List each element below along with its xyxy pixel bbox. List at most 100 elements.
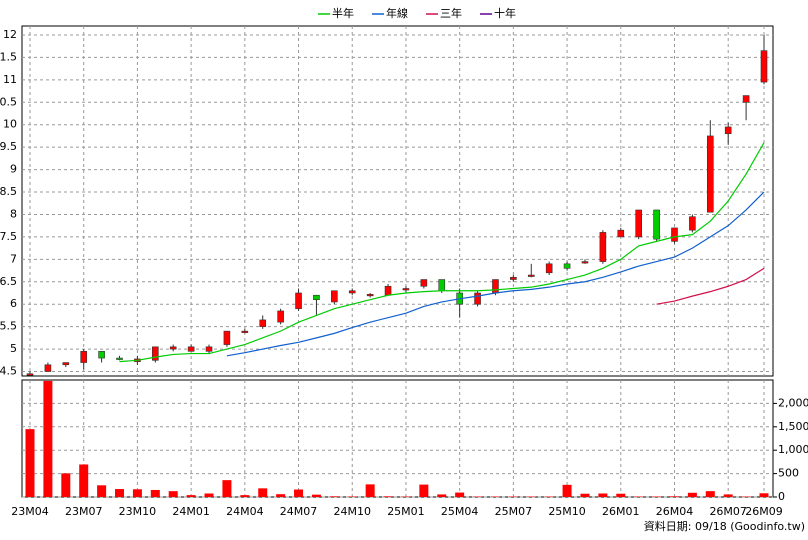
candle-body [492, 279, 499, 294]
ma-line [656, 267, 765, 305]
volume-bar [168, 491, 178, 497]
volume-bar [115, 489, 125, 497]
volume-bar [669, 496, 679, 497]
volume-bar [580, 493, 590, 497]
ma-line [119, 142, 765, 363]
candle-body [62, 362, 70, 366]
candle-body [295, 292, 302, 309]
volume-bar [455, 492, 465, 497]
x-tick-label: 26M09 [745, 505, 783, 518]
candle-body [313, 294, 320, 301]
volume-bar [759, 493, 769, 497]
candle-body [671, 227, 678, 242]
volume-bar [132, 489, 142, 497]
y-tick-label: 10.5 [0, 95, 17, 108]
candle-body [187, 346, 195, 352]
candle-body [205, 346, 213, 352]
x-tick-label: 24M01 [172, 505, 210, 518]
volume-bar [258, 488, 268, 497]
candle-body [617, 229, 625, 238]
candle-body [259, 319, 267, 327]
candle-body [277, 310, 284, 323]
volume-bar [61, 473, 71, 497]
candle-body [223, 330, 231, 345]
volume-panel [21, 379, 774, 498]
y-tick-label: 5.5 [0, 320, 17, 333]
candle-body [80, 351, 88, 363]
volume-bar [705, 491, 715, 497]
candle-body [474, 292, 481, 305]
y-tick-label: 6 [10, 297, 17, 310]
footer: 資料日期: 09/18 (Goodinfo.tw) [644, 519, 805, 533]
x-tick-label: 26M04 [656, 505, 694, 518]
x-tick-label: 26M07 [709, 505, 747, 518]
volume-bar [43, 380, 53, 497]
legend-label: 半年 [332, 6, 354, 20]
x-tick-label: 24M07 [280, 505, 318, 518]
candle-body [742, 95, 750, 103]
volume-bar [222, 480, 232, 497]
volume-tick-label: 1,500 [778, 420, 808, 433]
volume-bar [79, 464, 89, 497]
candle-body [438, 279, 446, 292]
y-tick-label: 7.5 [0, 230, 17, 243]
candle-body [116, 357, 123, 360]
candle-body [169, 346, 177, 350]
y-tick-label: 4.5 [0, 365, 17, 378]
y-tick-label: 8.5 [0, 185, 17, 198]
ma-line [226, 191, 765, 357]
price-panel [21, 25, 774, 377]
candle-body [510, 276, 517, 280]
volume-tick-label: 2,000 [778, 396, 808, 409]
candle-body [635, 209, 642, 238]
y-tick-label: 5 [10, 342, 17, 355]
candle-body [241, 330, 249, 333]
legend-label: 三年 [440, 6, 462, 20]
volume-bar [311, 494, 321, 497]
volume-bar [687, 492, 697, 497]
volume-bar [25, 429, 35, 497]
volume-bar [562, 484, 572, 497]
volume-bar [723, 494, 733, 497]
candle-body [331, 290, 338, 303]
candle-body [527, 274, 535, 277]
volume-bar [204, 493, 214, 497]
x-tick-label: 25M01 [387, 505, 425, 518]
volume-tick-label: 500 [778, 467, 799, 480]
y-tick-label: 7 [10, 252, 17, 265]
y-tick-label: 12 [3, 28, 17, 41]
legend-label: 十年 [494, 6, 516, 20]
volume-bar [419, 484, 429, 497]
candle-body [581, 261, 589, 264]
x-tick-label: 25M07 [495, 505, 533, 518]
candle-body [26, 373, 34, 376]
volume-bar [329, 496, 339, 497]
x-tick-label: 25M10 [548, 505, 586, 518]
candle-body [760, 50, 768, 83]
volume-bar [383, 496, 393, 497]
x-tick-label: 23M07 [65, 505, 103, 518]
volume-tick-label: 1,000 [778, 443, 808, 456]
y-tick-label: 9 [10, 163, 17, 176]
candle-body [366, 294, 374, 297]
x-tick-label: 26M01 [602, 505, 640, 518]
y-tick-label: 8 [10, 207, 17, 220]
candle-body [98, 351, 105, 359]
x-tick-label: 25M04 [441, 505, 479, 518]
candle-body [348, 290, 356, 294]
volume-bar [616, 493, 626, 497]
volume-bar [294, 489, 304, 497]
volume-bar [437, 494, 447, 497]
x-tick-label: 24M10 [333, 505, 371, 518]
candle-body [152, 346, 159, 361]
candle-body [563, 263, 571, 269]
legend-label: 年線 [386, 6, 408, 20]
candle-body [724, 126, 732, 134]
y-tick-label: 11.5 [0, 50, 17, 63]
volume-bar [186, 495, 196, 497]
candle-body [545, 263, 553, 274]
candle-body [653, 209, 660, 240]
candle-body [706, 135, 714, 213]
candle-body [689, 216, 696, 231]
